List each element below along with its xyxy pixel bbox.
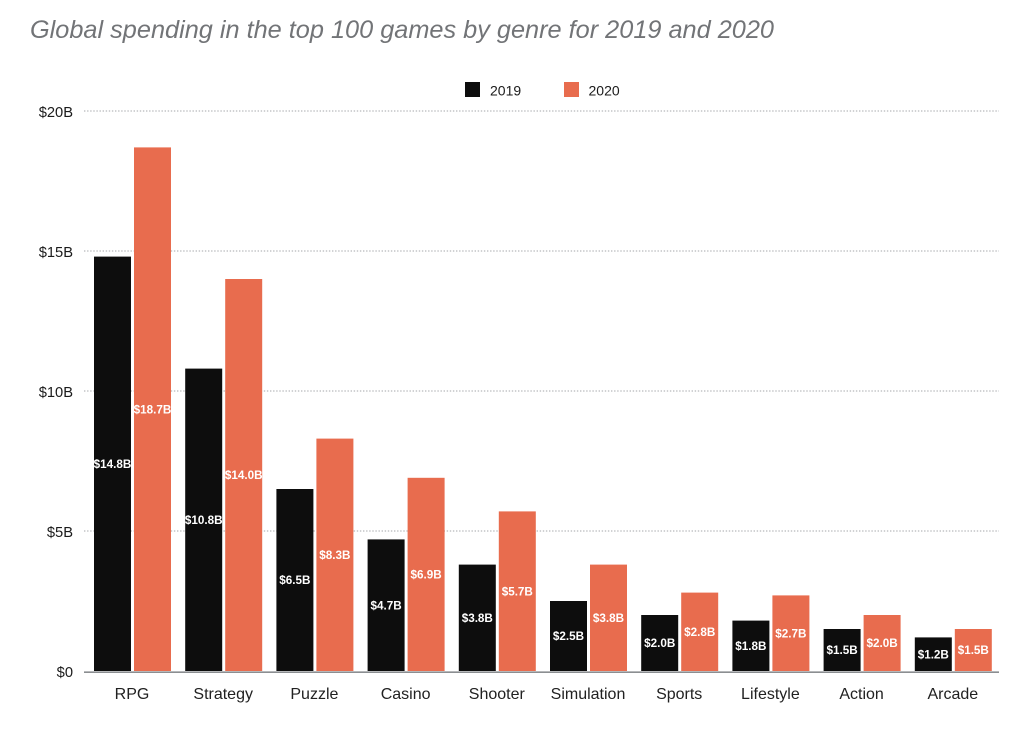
svg-text:$6.5B: $6.5B	[279, 574, 310, 587]
svg-text:$2.8B: $2.8B	[684, 626, 715, 639]
svg-text:Lifestyle: Lifestyle	[741, 686, 800, 703]
svg-text:$20B: $20B	[39, 105, 74, 121]
svg-text:2019: 2019	[490, 83, 521, 99]
svg-text:$18.7B: $18.7B	[134, 403, 172, 416]
svg-text:Strategy: Strategy	[193, 686, 253, 703]
svg-text:Action: Action	[839, 686, 883, 703]
svg-text:$2.0B: $2.0B	[644, 637, 675, 650]
svg-text:$1.8B: $1.8B	[735, 640, 766, 653]
svg-text:$1.5B: $1.5B	[958, 644, 989, 657]
svg-text:$2.0B: $2.0B	[866, 637, 897, 650]
svg-text:$15B: $15B	[39, 245, 74, 261]
svg-text:Simulation: Simulation	[551, 686, 626, 703]
svg-text:$10.8B: $10.8B	[185, 514, 223, 527]
svg-text:Sports: Sports	[656, 686, 702, 703]
svg-text:$10B: $10B	[39, 385, 74, 401]
svg-text:$1.2B: $1.2B	[918, 648, 949, 661]
svg-text:$5B: $5B	[47, 525, 73, 541]
svg-text:$2.7B: $2.7B	[775, 627, 806, 640]
svg-text:$5.7B: $5.7B	[502, 585, 533, 598]
svg-text:$2.5B: $2.5B	[553, 630, 584, 643]
svg-text:$14.8B: $14.8B	[94, 458, 132, 471]
svg-text:Casino: Casino	[381, 686, 431, 703]
svg-text:$3.8B: $3.8B	[462, 612, 493, 625]
svg-text:$4.7B: $4.7B	[370, 599, 401, 612]
svg-text:2020: 2020	[589, 83, 620, 99]
svg-text:Arcade: Arcade	[927, 686, 978, 703]
svg-text:$8.3B: $8.3B	[319, 549, 350, 562]
svg-text:Shooter: Shooter	[469, 686, 526, 703]
svg-text:Puzzle: Puzzle	[290, 686, 338, 703]
svg-text:$1.5B: $1.5B	[826, 644, 857, 657]
svg-text:RPG: RPG	[115, 686, 150, 703]
svg-text:Global spending in the top 100: Global spending in the top 100 games by …	[30, 16, 774, 44]
svg-text:$14.0B: $14.0B	[225, 469, 263, 482]
svg-text:$6.9B: $6.9B	[410, 569, 441, 582]
svg-text:$0: $0	[57, 665, 73, 681]
svg-text:$3.8B: $3.8B	[593, 612, 624, 625]
